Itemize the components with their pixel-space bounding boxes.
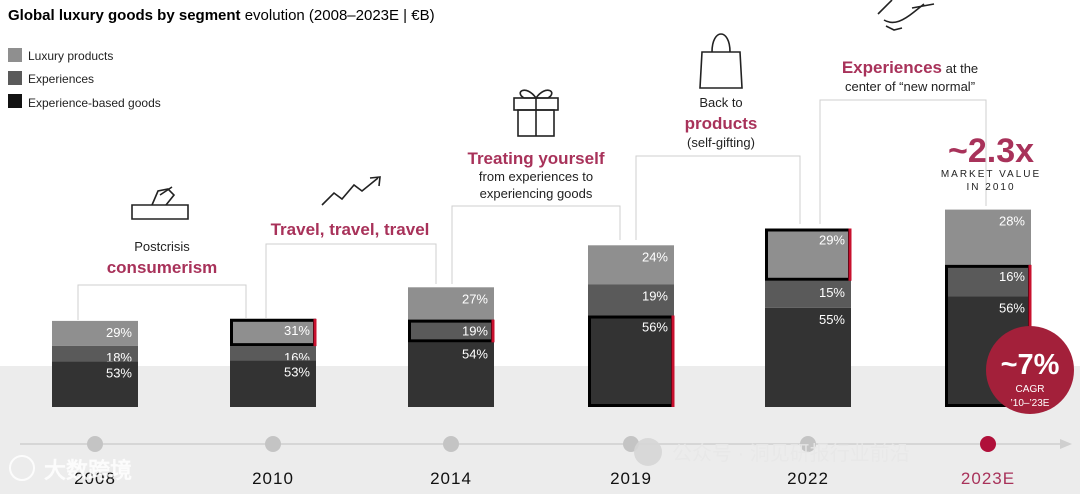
- svg-text:大数跨境: 大数跨境: [44, 458, 132, 483]
- year-label-2014: 2014: [430, 469, 472, 488]
- svg-text:Back to: Back to: [699, 95, 742, 110]
- bar-2019-luxury-products: [588, 245, 674, 285]
- svg-text:consumerism: consumerism: [107, 258, 218, 277]
- svg-text:Postcrisis: Postcrisis: [134, 239, 190, 254]
- legend-label-experiences: Experiences: [28, 72, 94, 86]
- bar-label-2014-0: 27%: [462, 291, 488, 306]
- legend-swatch-experiences: [8, 71, 22, 85]
- caption-2022: Experiences at the center of “new normal…: [842, 58, 978, 94]
- bar-label-2023E-2: 56%: [999, 300, 1025, 315]
- bar-label-2008-1: 18%: [106, 350, 132, 365]
- bar-2008-experience-based-goods: [52, 361, 138, 407]
- caption-2019: Back to products (self-gifting): [685, 95, 758, 150]
- svg-text:center of “new normal”: center of “new normal”: [845, 79, 975, 94]
- timeline-dot-2008: [87, 436, 103, 452]
- bars: 29%18%53%31%16%53%27%19%54%24%19%56%29%1…: [52, 209, 1032, 408]
- bar-2019-experience-based-goods: [588, 315, 674, 407]
- gift-icon: [513, 89, 559, 137]
- svg-text:products: products: [685, 114, 758, 133]
- floor-band: [0, 366, 1080, 494]
- watermark-right: 公众号 · 洞见研报行业前沿: [634, 438, 910, 466]
- bar-2022-luxury-products: [765, 228, 851, 281]
- shopping-bag-icon: [699, 33, 743, 89]
- timeline-dot-2014: [443, 436, 459, 452]
- svg-text:Treating yourself: Treating yourself: [468, 149, 605, 168]
- svg-text:IN 2010: IN 2010: [966, 182, 1015, 193]
- year-label-2010: 2010: [252, 469, 294, 488]
- svg-text:~2.3x: ~2.3x: [948, 132, 1034, 170]
- year-label-2023E: 2023E: [961, 469, 1015, 488]
- bar-label-2022-0: 29%: [819, 233, 845, 248]
- bar-label-2019-1: 19%: [642, 289, 668, 304]
- bar-2023E-experiences: [945, 264, 1031, 297]
- connector-lines: [77, 99, 987, 320]
- legend-label-luxury: Luxury products: [28, 49, 113, 63]
- svg-text:CAGR: CAGR: [1016, 384, 1045, 395]
- legend-swatch-goods: [8, 94, 22, 108]
- trend-up-icon: [321, 176, 381, 206]
- bar-2014-experience-based-goods: [408, 342, 494, 407]
- timeline-dot-2022: [800, 436, 816, 452]
- bar-label-2022-1: 15%: [819, 285, 845, 300]
- bar-2014-luxury-products: [408, 287, 494, 320]
- legend: Luxury products Experiences Experience-b…: [8, 48, 161, 110]
- bar-2023E-luxury-products: [945, 209, 1031, 265]
- bar-2008-experiences: [52, 345, 138, 362]
- year-label-2022: 2022: [787, 469, 829, 488]
- svg-text:Travel, travel, travel: Travel, travel, travel: [271, 220, 430, 239]
- caption-2010: Travel, travel, travel: [271, 220, 430, 239]
- svg-text:~7%: ~7%: [1001, 349, 1060, 381]
- svg-text:from experiences to: from experiences to: [479, 169, 593, 184]
- year-label-2019: 2019: [610, 469, 652, 488]
- bar-label-2023E-0: 28%: [999, 214, 1025, 229]
- bar-label-2008-0: 29%: [106, 325, 132, 340]
- watermark-left: 大数跨境: [9, 455, 132, 483]
- bar-label-2023E-1: 16%: [999, 269, 1025, 284]
- bar-label-2022-2: 55%: [819, 312, 845, 327]
- cagr-badge: ~7% CAGR ’10–’23E: [986, 326, 1074, 414]
- svg-text:experiencing goods: experiencing goods: [480, 186, 593, 201]
- svg-text:Experiences at the: Experiences at the: [842, 58, 978, 77]
- year-label-2008: 2008: [74, 469, 116, 488]
- timeline-dot-2010: [265, 436, 281, 452]
- ballot-hand-icon: [131, 186, 189, 220]
- legend-swatch-luxury: [8, 48, 22, 62]
- bar-2008-luxury-products: [52, 320, 138, 346]
- bar-2014-experiences: [408, 319, 494, 343]
- svg-text:(self-gifting): (self-gifting): [687, 135, 755, 150]
- bar-2019-experiences: [588, 284, 674, 316]
- bar-2010-experience-based-goods: [230, 360, 316, 407]
- market-multiplier: ~2.3x MARKET VALUE IN 2010: [941, 132, 1041, 193]
- bar-2022-experiences: [765, 280, 851, 308]
- bar-label-2014-1: 19%: [462, 324, 488, 339]
- svg-text:MARKET VALUE: MARKET VALUE: [941, 169, 1041, 180]
- handshake-icon: [877, 0, 935, 31]
- caption-2014: Treating yourself from experiences to ex…: [468, 149, 605, 201]
- bar-label-2010-0: 31%: [284, 323, 310, 338]
- chart-title: Global luxury goods by segment evolution…: [8, 7, 435, 24]
- bar-2010-luxury-products: [230, 318, 316, 347]
- svg-text:’10–’23E: ’10–’23E: [1011, 398, 1050, 409]
- bar-2010-experiences: [230, 346, 316, 361]
- caption-2008: Postcrisis consumerism: [107, 239, 218, 277]
- bar-label-2019-2: 56%: [642, 320, 668, 335]
- timeline-dots: [87, 436, 996, 452]
- bar-label-2010-2: 53%: [284, 364, 310, 379]
- timeline-arrow-icon: [1060, 439, 1072, 449]
- year-labels: 2008 2010 2014 2019 2022 2023E: [74, 469, 1015, 488]
- svg-text:公众号 · 洞见研报行业前沿: 公众号 · 洞见研报行业前沿: [672, 442, 910, 465]
- bar-label-2008-2: 53%: [106, 365, 132, 380]
- timeline-dot-2023E: [980, 436, 996, 452]
- bar-label-2014-2: 54%: [462, 346, 488, 361]
- bar-2022-experience-based-goods: [765, 307, 851, 407]
- legend-label-goods: Experience-based goods: [28, 96, 161, 110]
- bar-label-2019-0: 24%: [642, 249, 668, 264]
